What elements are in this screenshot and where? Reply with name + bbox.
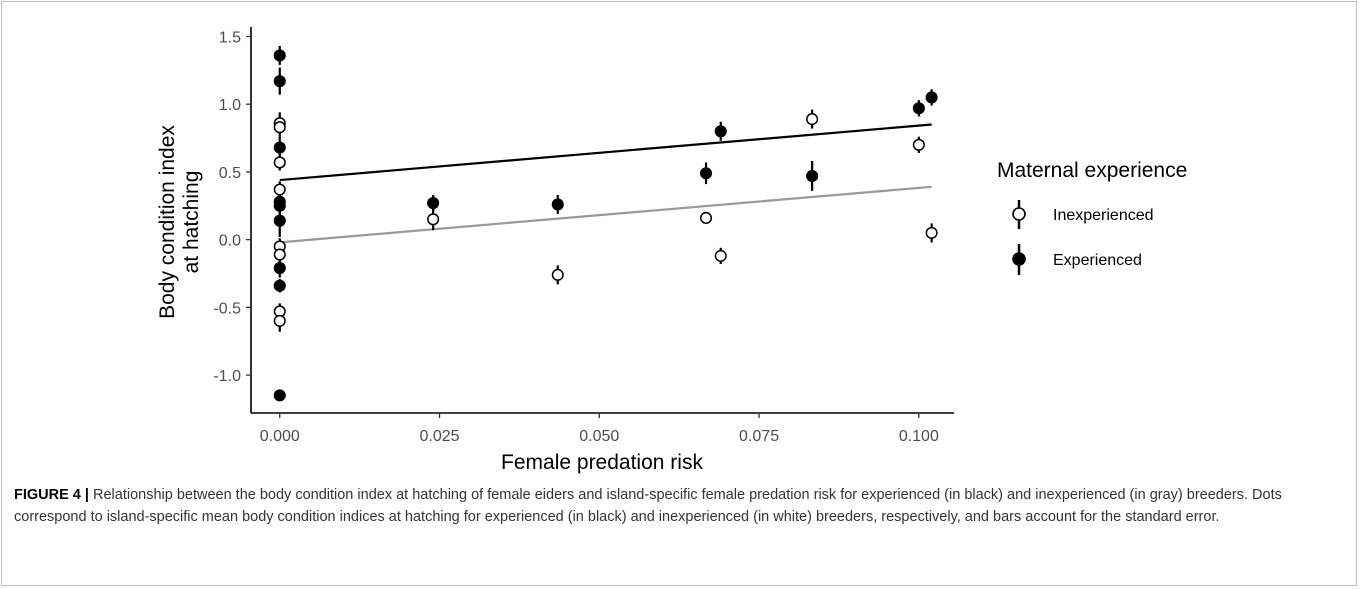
x-ticks: 0.000 0.025 0.050 0.075 0.100 [260, 413, 939, 445]
axes [250, 27, 954, 414]
y-tick-label: 0.5 [219, 165, 241, 182]
x-axis-title: Female predation risk [501, 451, 703, 474]
y-tick-label: -0.5 [213, 300, 241, 317]
fit-line-experienced [279, 123, 932, 182]
data-point-inexperienced [912, 138, 925, 151]
y-tick-label: 1.5 [219, 29, 241, 46]
scatter-chart: 0.000 0.025 0.050 0.075 0.100 -1.0 -0.5 0.0 0.5… [156, 27, 1187, 474]
legend: Maternal experience Inexperienced Experi… [997, 159, 1187, 275]
data-point-experienced [699, 167, 713, 180]
data-point-experienced [273, 49, 286, 62]
data-point-experienced [273, 75, 286, 88]
legend-label-experienced: Experienced [1053, 252, 1142, 269]
y-ticks: -1.0 -0.5 0.0 0.5 1.0 1.5 [213, 29, 251, 385]
data-point-experienced [912, 102, 925, 115]
data-point-experienced [273, 389, 286, 402]
data-point-inexperienced [714, 249, 727, 262]
data-point-inexperienced [427, 213, 440, 226]
data-point-experienced [806, 169, 819, 183]
data-point-experienced [273, 279, 286, 292]
data-point-experienced [273, 262, 286, 275]
x-tick-label: 0.075 [739, 428, 779, 445]
data-point-inexperienced [699, 211, 713, 225]
data-point-inexperienced [273, 183, 286, 196]
y-axis-title-line-1: Body condition index [156, 125, 179, 319]
x-tick-label: 0.025 [420, 428, 460, 445]
data-point-experienced [273, 214, 286, 227]
caption-label: FIGURE 4 | [14, 487, 89, 503]
figure-caption: FIGURE 4 | Relationship between the body… [14, 484, 1339, 528]
data-point-inexperienced [806, 113, 819, 126]
error-bars [278, 45, 933, 400]
data-point-experienced [925, 91, 938, 104]
y-axis-title-line-2: at hatching [180, 171, 203, 274]
y-tick-label: 0.0 [219, 233, 241, 250]
data-point-experienced [273, 141, 286, 154]
caption-text: Relationship between the body condition … [14, 487, 1282, 525]
legend-key-experienced-marker [1012, 252, 1026, 266]
data-point-experienced [551, 198, 564, 211]
x-tick-label: 0.050 [579, 428, 619, 445]
y-tick-label: 1.0 [219, 97, 241, 114]
data-point-inexperienced [273, 314, 286, 327]
data-point-experienced [273, 199, 286, 212]
data-point-inexperienced [273, 248, 286, 261]
fit-line-inexperienced [279, 185, 932, 244]
data-points [273, 49, 938, 402]
legend-label-inexperienced: Inexperienced [1053, 207, 1154, 224]
data-point-inexperienced [925, 226, 938, 239]
data-point-inexperienced [551, 268, 564, 281]
data-point-inexperienced [273, 121, 286, 134]
data-point-experienced [714, 125, 727, 138]
y-tick-label: -1.0 [213, 368, 241, 385]
data-point-inexperienced [273, 156, 286, 169]
fit-lines [279, 123, 932, 244]
data-point-experienced [427, 197, 440, 210]
x-tick-label: 0.100 [899, 428, 939, 445]
x-tick-label: 0.000 [260, 428, 300, 445]
legend-title: Maternal experience [997, 159, 1187, 182]
legend-key-inexperienced-marker [1012, 207, 1026, 221]
